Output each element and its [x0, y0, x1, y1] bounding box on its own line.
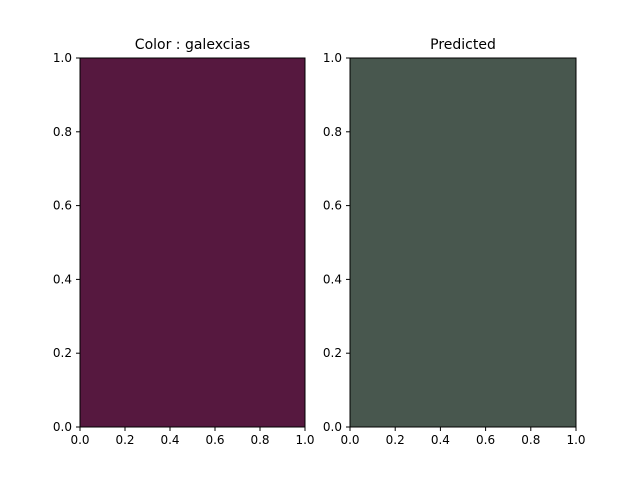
y-tick-label-2-5: 1.0	[323, 51, 342, 65]
x-tick-label-1-2: 0.4	[160, 433, 179, 447]
y-tick-label-2-1: 0.2	[323, 346, 342, 360]
x-tick-label-1-1: 0.2	[115, 433, 134, 447]
y-tick-label-1-2: 0.4	[53, 272, 72, 286]
x-tick-label-2-4: 0.8	[521, 433, 540, 447]
x-tick-label-2-5: 1.0	[566, 433, 585, 447]
y-tick-label-2-0: 0.0	[323, 420, 342, 434]
y-tick-label-1-5: 1.0	[53, 51, 72, 65]
x-tick-label-1-4: 0.8	[250, 433, 269, 447]
x-tick-label-1-3: 0.6	[205, 433, 224, 447]
color-patch-2	[350, 58, 576, 427]
y-tick-label-1-3: 0.6	[53, 199, 72, 213]
x-tick-label-2-1: 0.2	[386, 433, 405, 447]
y-tick-label-1-1: 0.2	[53, 346, 72, 360]
axes-frame-1	[79, 57, 306, 428]
y-tick-label-1-4: 0.8	[53, 125, 72, 139]
y-tick-label-2-3: 0.6	[323, 199, 342, 213]
y-tick-label-2-4: 0.8	[323, 125, 342, 139]
panel-2: Predicted 0.0 0.2 0.4 0.6 0.8 1.0 0.0 0.2 0.4 0.6 0…	[323, 37, 586, 447]
x-tick-label-1-0: 0.0	[70, 433, 89, 447]
axes-frame-2	[349, 57, 577, 428]
y-tick-label-1-0: 0.0	[53, 420, 72, 434]
chart-title-2: Predicted	[430, 37, 496, 53]
x-tick-label-2-3: 0.6	[476, 433, 495, 447]
panel-1: Color : galexcias 0.0 0.2 0.4 0.6 0.8 1.0 0.0 0.…	[53, 37, 315, 447]
x-tick-label-1-5: 1.0	[295, 433, 314, 447]
y-tick-label-2-2: 0.4	[323, 272, 342, 286]
x-tick-label-2-0: 0.0	[340, 433, 359, 447]
chart-title-1: Color : galexcias	[135, 37, 250, 53]
x-tick-label-2-2: 0.4	[431, 433, 450, 447]
color-patch-1	[80, 58, 305, 427]
